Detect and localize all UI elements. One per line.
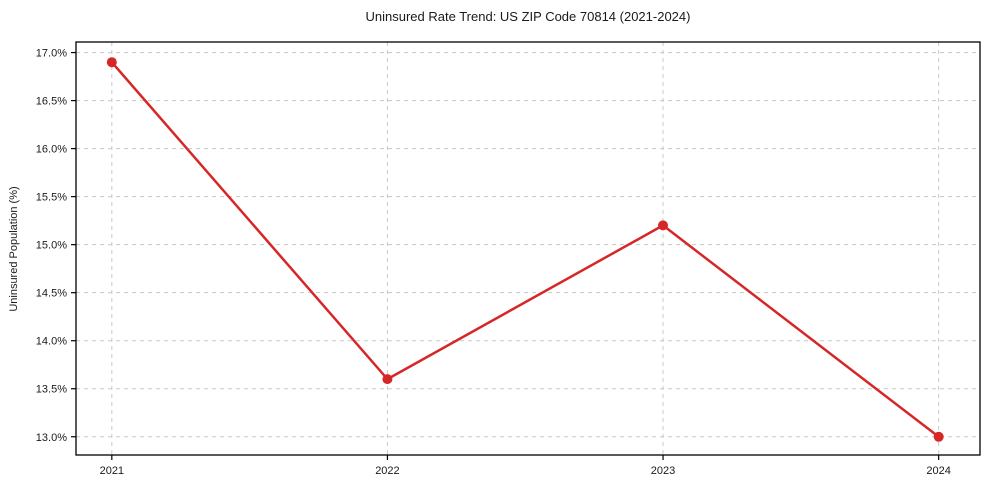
plot-border <box>75 41 981 456</box>
y-tick-label: 16.5% <box>36 96 67 108</box>
data-point-2021 <box>106 57 117 68</box>
y-tick-label: 15.0% <box>36 240 67 252</box>
y-tick-label: 15.5% <box>36 192 67 204</box>
chart-title: Uninsured Rate Trend: US ZIP Code 70814 … <box>365 9 691 24</box>
x-tick-label: 2022 <box>375 465 399 477</box>
y-tick-label: 13.0% <box>36 432 67 444</box>
data-point-2024 <box>933 431 944 442</box>
data-point-2022 <box>382 374 393 385</box>
y-tick-label: 14.0% <box>36 336 67 348</box>
y-tick-label: 17.0% <box>36 48 67 60</box>
x-tick-label: 2023 <box>651 465 675 477</box>
data-point-2023 <box>658 220 668 231</box>
x-tick-label: 2021 <box>100 465 124 477</box>
trend-line <box>110 60 940 439</box>
y-tick-label: 14.5% <box>36 288 67 300</box>
x-tick-label: 2024 <box>926 465 950 477</box>
y-tick-label: 13.5% <box>36 384 67 396</box>
y-tick-label: 16.0% <box>36 144 67 156</box>
